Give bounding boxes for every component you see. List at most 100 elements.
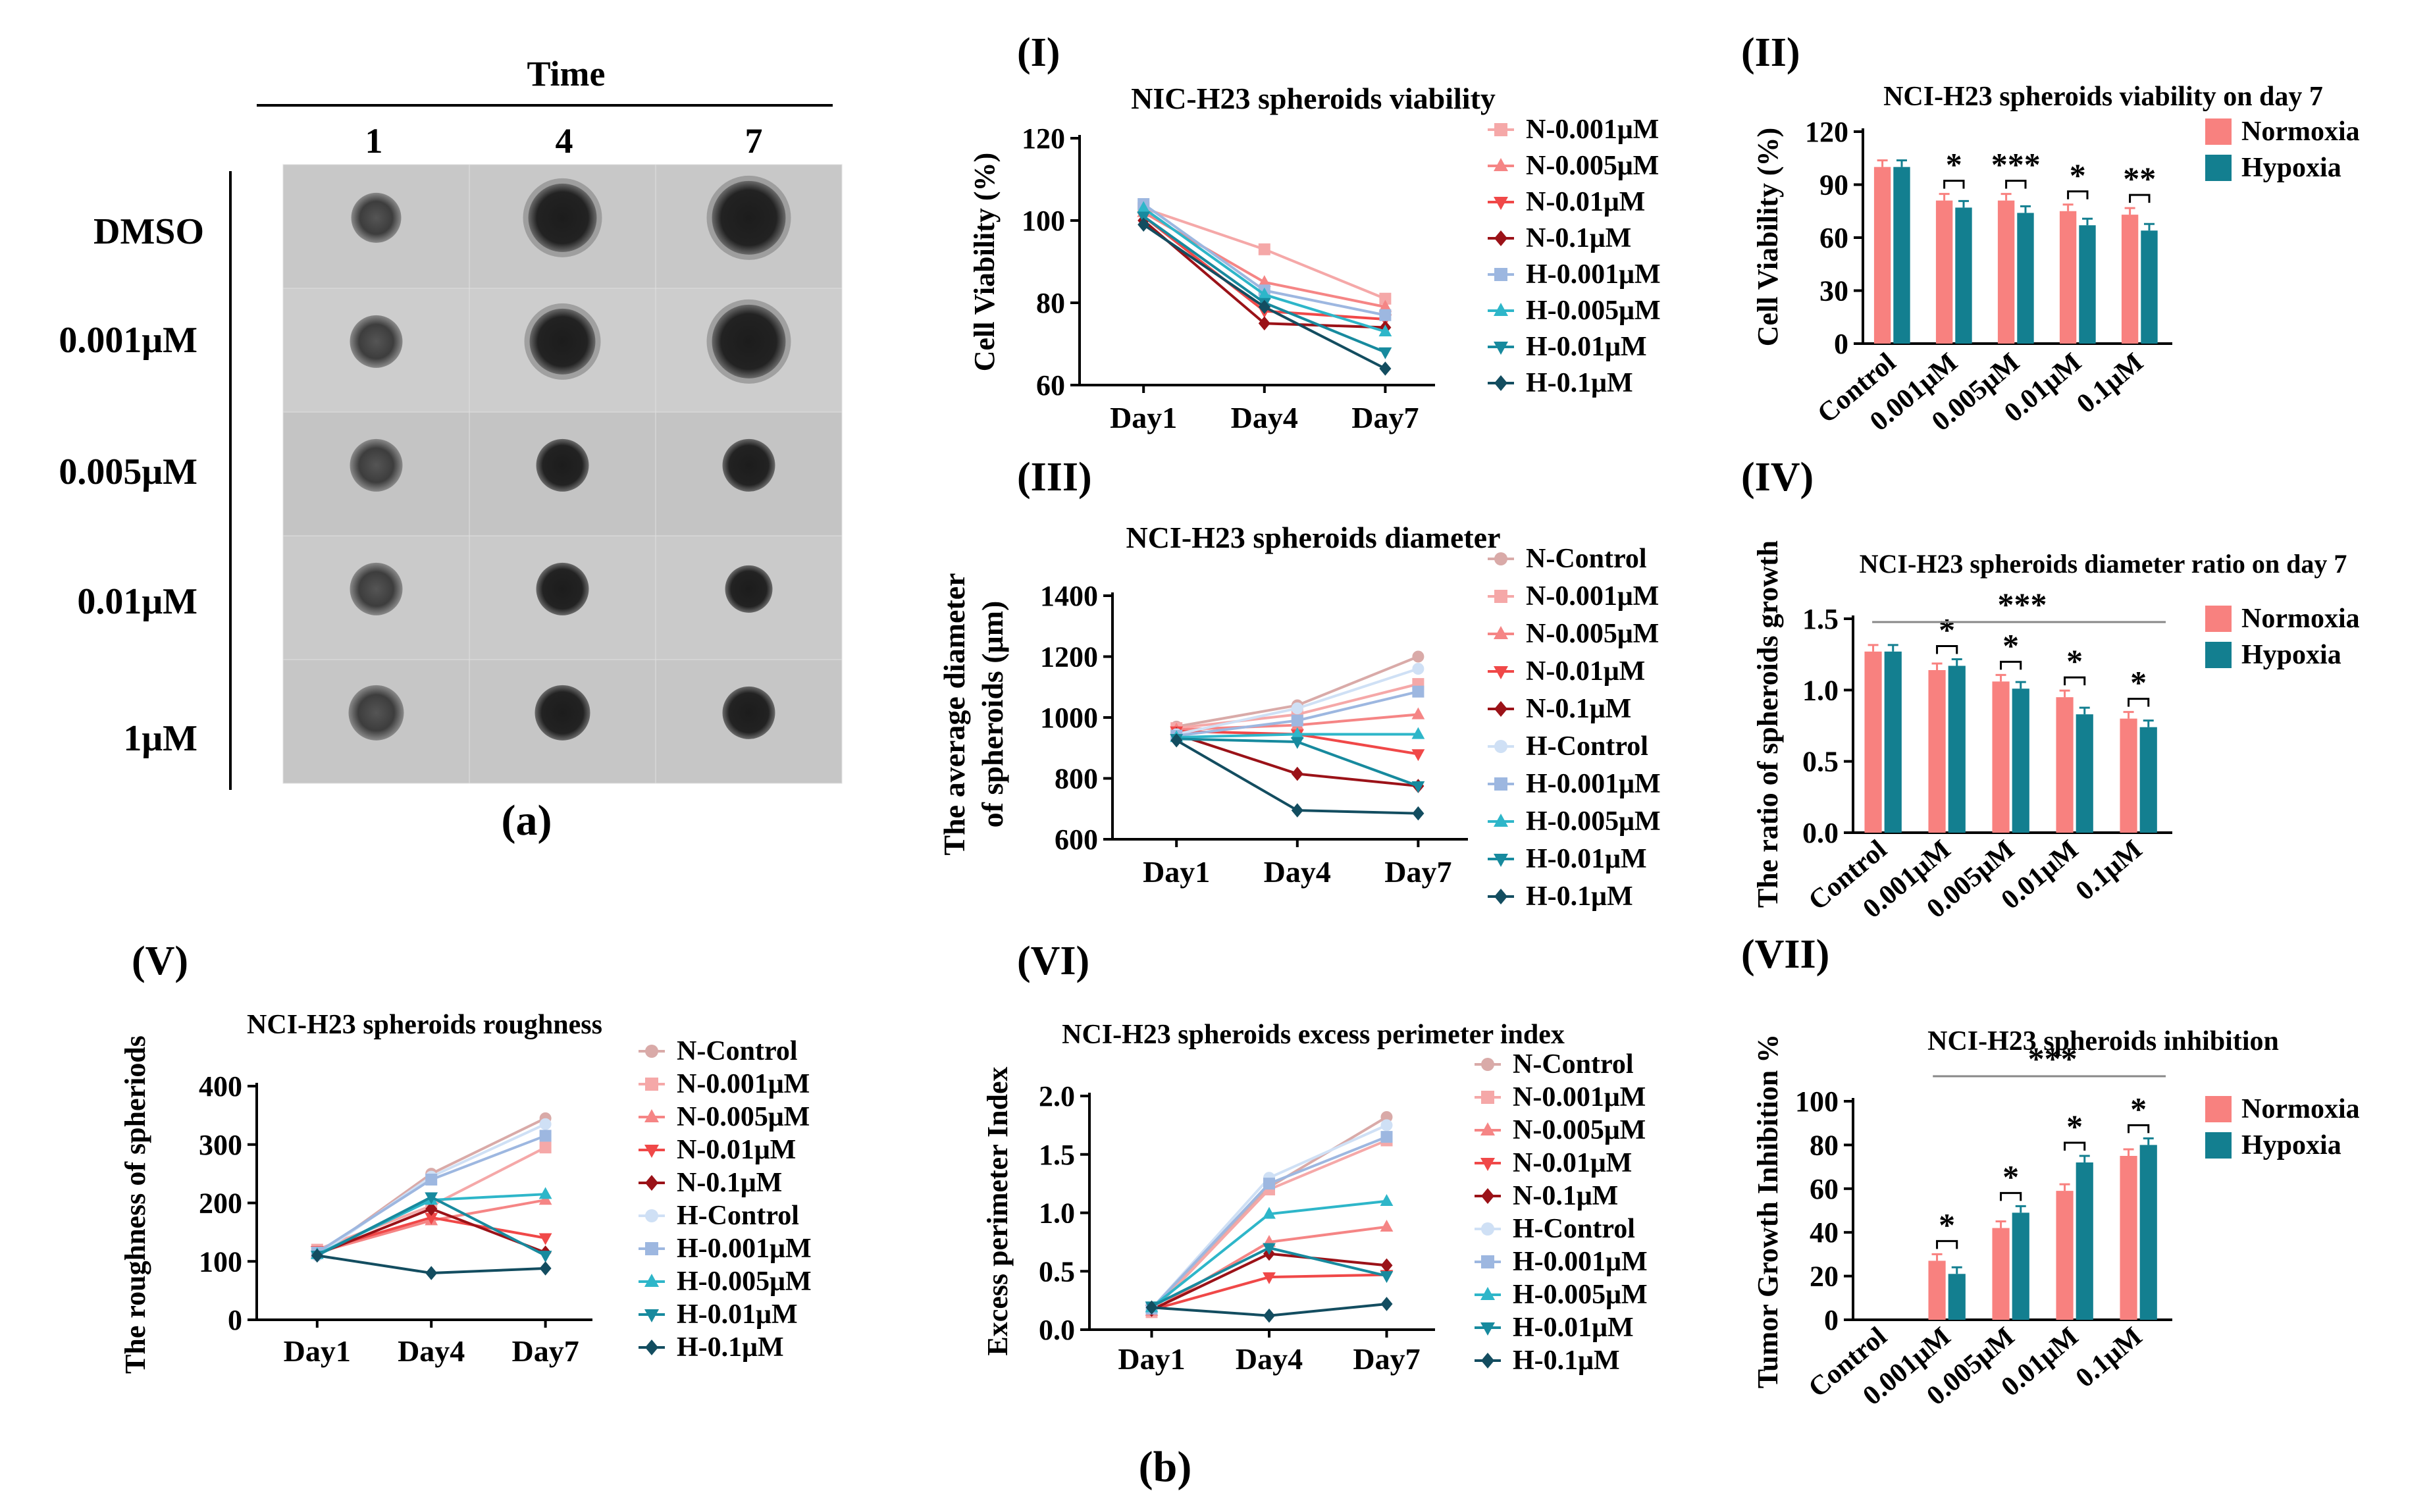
significance-label: * [2070,157,2086,194]
data-point [645,1175,658,1191]
micro-cell [655,535,843,660]
legend-label: H-0.1μM [677,1332,784,1363]
row-label-1: 1μM [123,718,197,759]
chart-title: NCI-H23 spheroids excess perimeter index [1062,1020,1565,1050]
data-point [644,1274,659,1287]
data-point [1494,123,1507,136]
time-col-7: 7 [745,121,763,161]
bar [1948,665,1966,833]
panel-label: (VI) [1017,939,1089,983]
chart-title: NCI-H23 spheroids diameter [1126,521,1500,554]
y-tick-label: 300 [199,1129,242,1161]
data-point [1257,274,1271,287]
data-point [1494,889,1507,904]
data-point [1494,740,1507,753]
data-point [1481,1188,1494,1204]
bar [2139,1145,2157,1320]
bar [2076,1162,2093,1320]
x-tick-label: Day7 [1353,1342,1420,1376]
time-label: Time [527,54,606,93]
data-point [1380,1258,1393,1273]
significance-bracket [2067,190,2089,199]
legend-label: H-0.005μM [677,1266,812,1297]
panel-a: Time 1 4 7 DMSO 0.001μM 0.005μM 0.01μM 1… [59,54,843,845]
data-point [1411,781,1425,793]
y-axis-label: of spheroids (μm) [976,601,1009,828]
legend-swatch [2205,606,2232,632]
legend-label: H-0.01μM [1513,1313,1634,1343]
y-tick-label: 1.0 [1802,674,1839,706]
legend-label: N-0.01μM [1526,187,1645,217]
legend-label: N-0.1μM [1526,694,1631,724]
data-point [539,1261,552,1276]
data-point [539,1118,552,1130]
legend-label: Hypoxia [2241,153,2341,183]
data-point [1494,342,1508,355]
data-point [1291,766,1303,781]
data-point [1170,733,1183,748]
chart-title: NCI-H23 spheroids diameter ratio on day … [1860,549,2347,579]
chart-title: NIC-H23 spheroids viability [1131,82,1496,115]
chart-IV: (IV) NCI-H23 spheroids diameter ratio on … [1741,455,2360,924]
data-point [1481,1222,1494,1236]
legend-label: H-0.1μM [1526,368,1633,398]
spheroid [722,686,775,739]
x-tick-label: Day7 [511,1334,579,1368]
legend-label: H-Control [1513,1214,1635,1244]
y-tick-label: 80 [1810,1129,1839,1161]
x-tick-label: Day1 [1118,1342,1185,1376]
data-point [1378,347,1392,359]
bar [1928,1261,1946,1320]
data-point [1494,626,1508,639]
chart-V: (V) NCI-H23 spheroids roughness 0 100 200 300… [119,939,812,1374]
data-point [1494,303,1508,316]
legend-label: N-0.01μM [1526,656,1645,687]
data-point [645,1242,658,1255]
x-tick-label: Day4 [398,1334,465,1368]
y-tick-label: 100 [1795,1085,1839,1118]
data-point [1494,552,1507,565]
x-tick-label: Day4 [1236,1342,1303,1376]
y-tick-label: 1400 [1040,580,1098,612]
significance-bracket [2128,698,2150,707]
data-point [1263,1272,1276,1284]
chart-VI: (VI) NCI-H23 spheroids excess perimeter i… [981,939,1648,1376]
legend-label: N-0.005μM [677,1102,810,1132]
spheroid [712,304,786,378]
x-tick-label: 0.1μM [2070,834,2148,906]
data-point [1411,749,1425,762]
significance-label: * [2002,1158,2019,1195]
bar [1935,200,1953,344]
legend-label: H-Control [677,1201,799,1231]
legend-label: N-0.005μM [1526,151,1659,181]
panel-label: (II) [1741,30,1800,75]
significance-label: ** [2123,160,2156,197]
data-point [1480,1158,1495,1171]
x-tick-label: Day7 [1384,855,1451,889]
y-tick-label: 0 [228,1304,242,1336]
bar [2012,689,2029,833]
legend-label: Normoxia [2241,1094,2360,1124]
data-point [538,1251,552,1263]
legend-label: N-0.005μM [1513,1115,1646,1145]
data-point [1379,309,1392,321]
legend-label: N-0.001μM [1526,581,1659,612]
data-point [1494,590,1507,603]
y-axis-label: The average diameter [937,573,971,855]
bar [2059,211,2077,344]
data-point [1411,707,1425,719]
spheroid [529,308,596,375]
data-point [1258,316,1270,331]
significance-label: * [1939,1206,1955,1243]
legend-label: H-Control [1526,731,1648,762]
x-tick-label: Day7 [1351,401,1419,434]
spheroid [350,562,403,615]
data-point [1258,243,1270,255]
y-tick-label: 0.0 [1039,1314,1075,1346]
bar [1893,167,1910,344]
spheroid [712,180,786,255]
legend-swatch [2205,1132,2232,1159]
data-point [645,1340,658,1355]
bar [2076,714,2093,833]
bar [1873,167,1891,344]
